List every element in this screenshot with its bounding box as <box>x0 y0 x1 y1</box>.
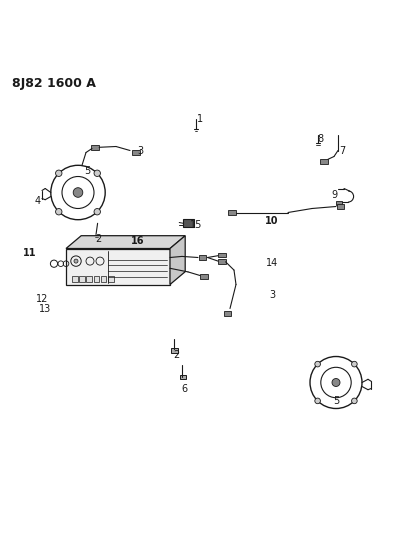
Bar <box>336 200 342 205</box>
Text: 14: 14 <box>266 257 278 268</box>
Text: 5: 5 <box>84 166 90 175</box>
Text: 4: 4 <box>35 196 41 206</box>
Bar <box>79 276 85 282</box>
Circle shape <box>332 378 340 386</box>
Text: 8J82 1600 A: 8J82 1600 A <box>12 77 96 90</box>
Bar <box>218 260 226 264</box>
Circle shape <box>56 208 62 215</box>
Text: 7: 7 <box>339 146 345 156</box>
Bar <box>132 150 140 155</box>
Bar <box>337 204 344 209</box>
Bar <box>66 248 170 285</box>
Text: 10: 10 <box>265 215 279 225</box>
Circle shape <box>94 170 100 176</box>
Bar <box>218 253 226 257</box>
Text: 11: 11 <box>23 247 37 257</box>
Bar <box>200 274 208 279</box>
Text: 9: 9 <box>331 190 337 199</box>
Bar <box>199 255 206 260</box>
Circle shape <box>73 188 83 197</box>
Bar <box>171 348 178 352</box>
Bar <box>108 276 114 282</box>
Circle shape <box>56 170 62 176</box>
Bar <box>224 311 231 316</box>
Text: 2: 2 <box>95 233 101 244</box>
Text: 8: 8 <box>317 133 323 143</box>
Polygon shape <box>170 236 185 285</box>
Polygon shape <box>66 236 185 248</box>
Bar <box>228 210 236 215</box>
Bar <box>91 144 99 150</box>
Bar <box>101 276 106 282</box>
Bar <box>180 375 186 379</box>
Bar <box>183 219 194 227</box>
Bar <box>320 159 328 164</box>
Text: 6: 6 <box>181 384 187 393</box>
Circle shape <box>315 398 320 403</box>
Text: 5: 5 <box>333 395 339 406</box>
Circle shape <box>352 361 357 367</box>
Bar <box>86 276 92 282</box>
Text: 3: 3 <box>269 289 275 300</box>
Circle shape <box>74 259 78 263</box>
Text: 1: 1 <box>197 114 203 124</box>
Bar <box>94 276 99 282</box>
Text: 13: 13 <box>39 303 51 313</box>
Text: 2: 2 <box>173 350 179 359</box>
Circle shape <box>315 361 320 367</box>
Circle shape <box>94 208 100 215</box>
Text: 3: 3 <box>137 146 143 156</box>
Text: 12: 12 <box>36 294 48 303</box>
Circle shape <box>352 398 357 403</box>
Bar <box>72 276 78 282</box>
Text: 16: 16 <box>131 236 145 246</box>
Text: 15: 15 <box>190 220 202 230</box>
